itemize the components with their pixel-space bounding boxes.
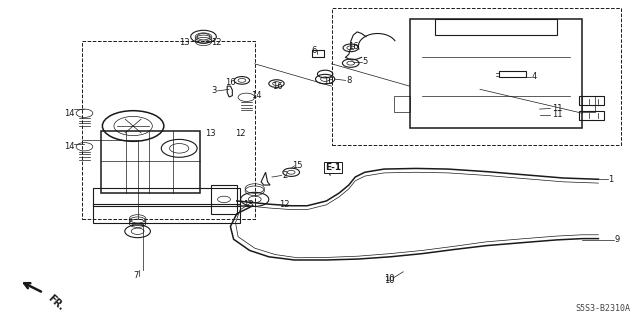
Bar [211, 185, 237, 214]
Text: 1: 1 [609, 175, 614, 184]
Bar [93, 188, 240, 206]
Text: 13: 13 [205, 129, 215, 138]
Bar [579, 111, 604, 120]
Text: 12: 12 [235, 129, 245, 138]
Bar [312, 50, 324, 57]
Text: 11: 11 [552, 104, 562, 113]
Text: 12: 12 [211, 38, 221, 47]
Text: 4: 4 [532, 72, 537, 81]
Bar [332, 8, 621, 145]
Text: S5S3-B2310A: S5S3-B2310A [575, 304, 630, 313]
Bar [93, 204, 240, 223]
Text: 8: 8 [346, 76, 351, 85]
Bar [435, 19, 557, 35]
Text: 16: 16 [348, 42, 358, 51]
Text: 10: 10 [384, 276, 394, 285]
Text: 16: 16 [323, 77, 333, 86]
Text: 14: 14 [64, 142, 74, 151]
Bar [410, 19, 582, 128]
Text: 6: 6 [311, 46, 316, 55]
Bar [82, 41, 255, 219]
Text: 14: 14 [251, 91, 261, 100]
Bar [499, 71, 526, 77]
Text: 10: 10 [385, 274, 395, 283]
Text: 11: 11 [552, 110, 562, 119]
Text: 13: 13 [243, 200, 253, 209]
Bar [394, 96, 410, 112]
Text: 7: 7 [133, 271, 138, 280]
Text: 16: 16 [272, 82, 282, 91]
Bar [101, 131, 200, 193]
Text: 16: 16 [225, 78, 236, 87]
Text: 13: 13 [179, 38, 189, 47]
Text: E-1: E-1 [325, 163, 341, 172]
Text: 15: 15 [292, 161, 303, 170]
Text: 9: 9 [615, 235, 620, 244]
Text: 2: 2 [282, 171, 287, 180]
Bar [579, 96, 604, 105]
Text: 3: 3 [212, 86, 217, 95]
Text: FR.: FR. [46, 293, 66, 313]
Text: 14: 14 [64, 109, 74, 118]
Text: 5: 5 [362, 57, 367, 66]
Text: 12: 12 [280, 200, 290, 209]
Bar [582, 96, 595, 112]
